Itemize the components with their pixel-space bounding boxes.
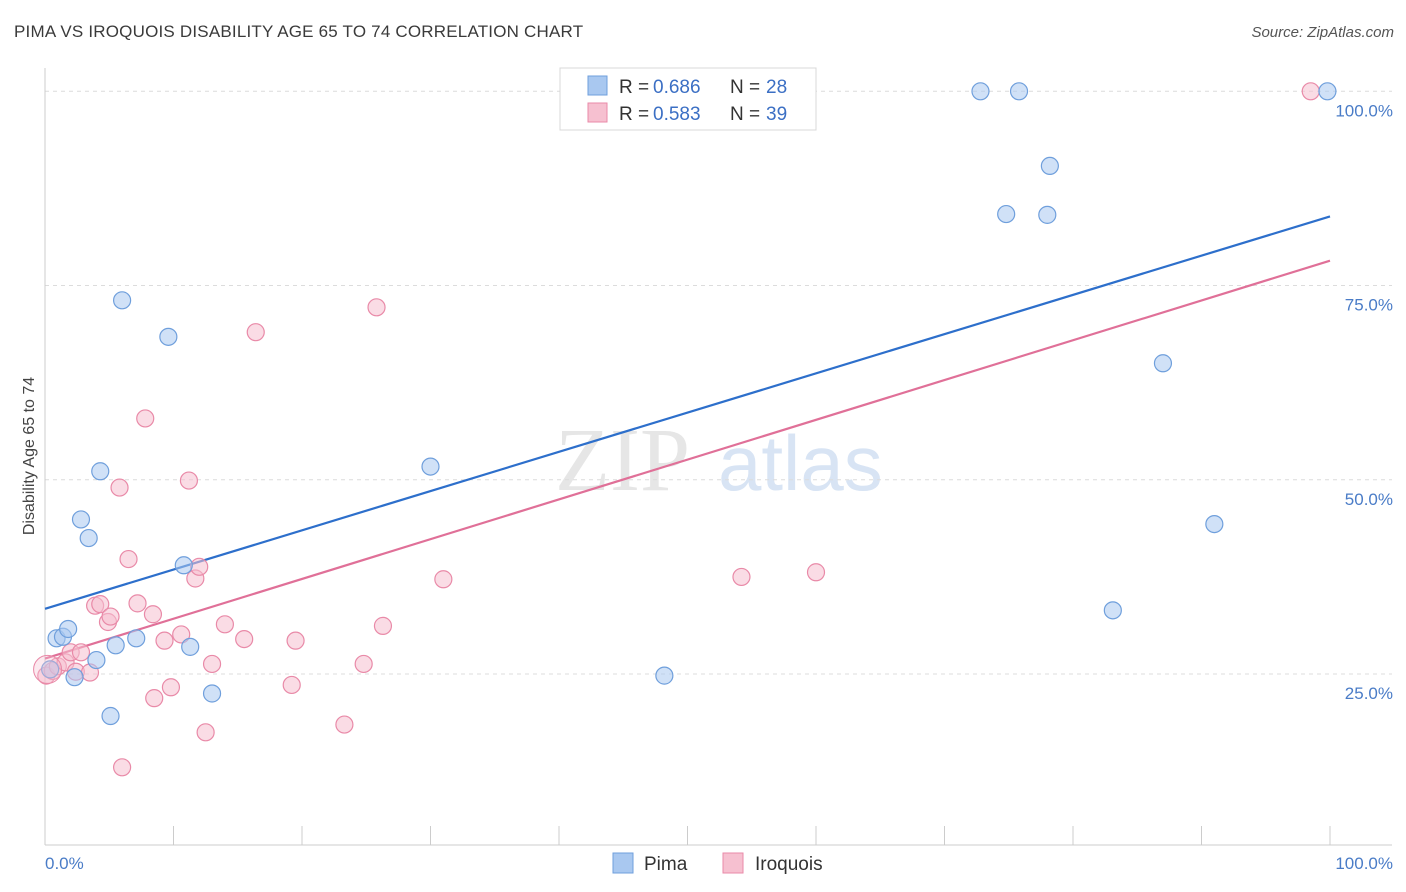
source-credit: Source: ZipAtlas.com (1251, 24, 1394, 41)
iroquois-point-18 (145, 689, 164, 708)
legend-n-label-pima: N = (730, 77, 760, 98)
iroquois-point-27 (215, 615, 234, 634)
data-points (33, 82, 1337, 777)
iroquois-point-20 (161, 678, 181, 697)
pima-point-5 (71, 510, 91, 529)
grid-lines (45, 90, 1392, 675)
pima-point-14 (174, 556, 193, 575)
pima-point-17 (421, 457, 440, 476)
pima-point-22 (997, 204, 1016, 224)
iroquois-point-17 (143, 605, 163, 624)
pima-point-19 (971, 82, 990, 101)
pima-point-25 (1205, 514, 1224, 534)
iroquois-point-25 (196, 723, 215, 742)
tick-labels: 25.0% 50.0% 75.0% 100.0% 0.0% 100.0% (45, 101, 1393, 873)
pima-point-15 (181, 637, 200, 656)
iroquois-point-37 (732, 567, 751, 587)
bottom-legend-swatch-iroquois (722, 852, 744, 874)
pima-point-12 (127, 629, 146, 648)
iroquois-trend-line (44, 259, 1331, 660)
legend-r-pima: 0.686 (653, 77, 701, 98)
iroquois-point-34 (367, 298, 386, 317)
iroquois-point-24 (190, 557, 209, 576)
pima-point-16 (202, 684, 222, 703)
iroquois-point-32 (335, 715, 354, 734)
iroquois-point-28 (235, 629, 254, 649)
iroquois-point-cluster (33, 654, 63, 684)
iroquois-point-16 (136, 409, 155, 428)
pima-point-4 (65, 668, 84, 687)
iroquois-point-26 (202, 654, 222, 674)
iroquois-point-11 (101, 607, 120, 626)
pima-point-0 (41, 660, 60, 679)
pima-point-24 (1153, 354, 1173, 373)
pima-point-3 (59, 619, 78, 639)
iroquois-point-30 (282, 675, 301, 695)
iroquois-point-12 (110, 478, 129, 497)
legend: R = 0.686 N = 28 R = 0.583 N = 39 (559, 67, 817, 131)
pima-point-20 (1009, 82, 1029, 101)
pima-point-27 (1318, 82, 1337, 101)
legend-swatch-iroquois (587, 102, 608, 123)
x-tick-label-0: 0.0% (45, 854, 84, 873)
legend-r-label-pima: R = (619, 77, 649, 98)
iroquois-point-14 (119, 549, 138, 569)
iroquois-point-33 (354, 654, 373, 674)
iroquois-point-13 (112, 758, 132, 777)
pima-point-7 (87, 650, 106, 670)
watermark-atlas: atlas (718, 419, 883, 507)
bottom-legend-label-iroquois: Iroquois (755, 854, 823, 875)
legend-n-label-iroquois: N = (730, 104, 760, 125)
iroquois-point-29 (246, 323, 265, 342)
iroquois-point-35 (373, 616, 393, 635)
iroquois-point-6 (71, 643, 91, 662)
pima-point-13 (159, 327, 178, 346)
pima-point-11 (112, 291, 132, 310)
iroquois-point-15 (128, 594, 147, 613)
bottom-legend: Pima Iroquois (612, 852, 823, 875)
pima-point-9 (101, 706, 120, 726)
y-tick-label-50: 50.0% (1345, 490, 1393, 509)
iroquois-point-21 (172, 625, 191, 644)
axes (44, 68, 1392, 846)
pima-point-26 (1103, 601, 1122, 620)
bottom-legend-swatch-pima (612, 852, 634, 874)
iroquois-point-22 (179, 471, 199, 490)
legend-r-iroquois: 0.583 (653, 104, 701, 125)
pima-point-18 (655, 666, 674, 685)
iroquois-point-39 (1301, 82, 1320, 101)
iroquois-point-19 (155, 631, 174, 650)
iroquois-point-38 (806, 563, 826, 582)
legend-n-iroquois: 39 (766, 104, 787, 125)
legend-r-label-iroquois: R = (619, 104, 649, 125)
y-axis-label: Disability Age 65 to 74 (21, 377, 38, 535)
iroquois-point-9 (91, 595, 110, 614)
x-tick-label-100: 100.0% (1335, 854, 1393, 873)
pima-point-21 (1040, 156, 1059, 176)
chart-title: PIMA VS IROQUOIS DISABILITY AGE 65 TO 74… (14, 22, 584, 41)
iroquois-point-36 (434, 570, 453, 589)
legend-swatch-pima (587, 75, 608, 96)
legend-n-pima: 28 (766, 77, 787, 98)
pima-trend-line (44, 215, 1331, 610)
iroquois-point-31 (286, 631, 305, 650)
y-tick-label-25: 25.0% (1345, 684, 1393, 703)
y-tick-label-100: 100.0% (1335, 101, 1393, 120)
pima-point-6 (79, 528, 98, 548)
bottom-legend-label-pima: Pima (644, 854, 688, 875)
trend-lines (44, 215, 1331, 660)
y-tick-label-75: 75.0% (1345, 296, 1393, 315)
pima-point-23 (1038, 205, 1057, 224)
pima-point-8 (91, 462, 110, 481)
pima-point-10 (106, 636, 125, 655)
